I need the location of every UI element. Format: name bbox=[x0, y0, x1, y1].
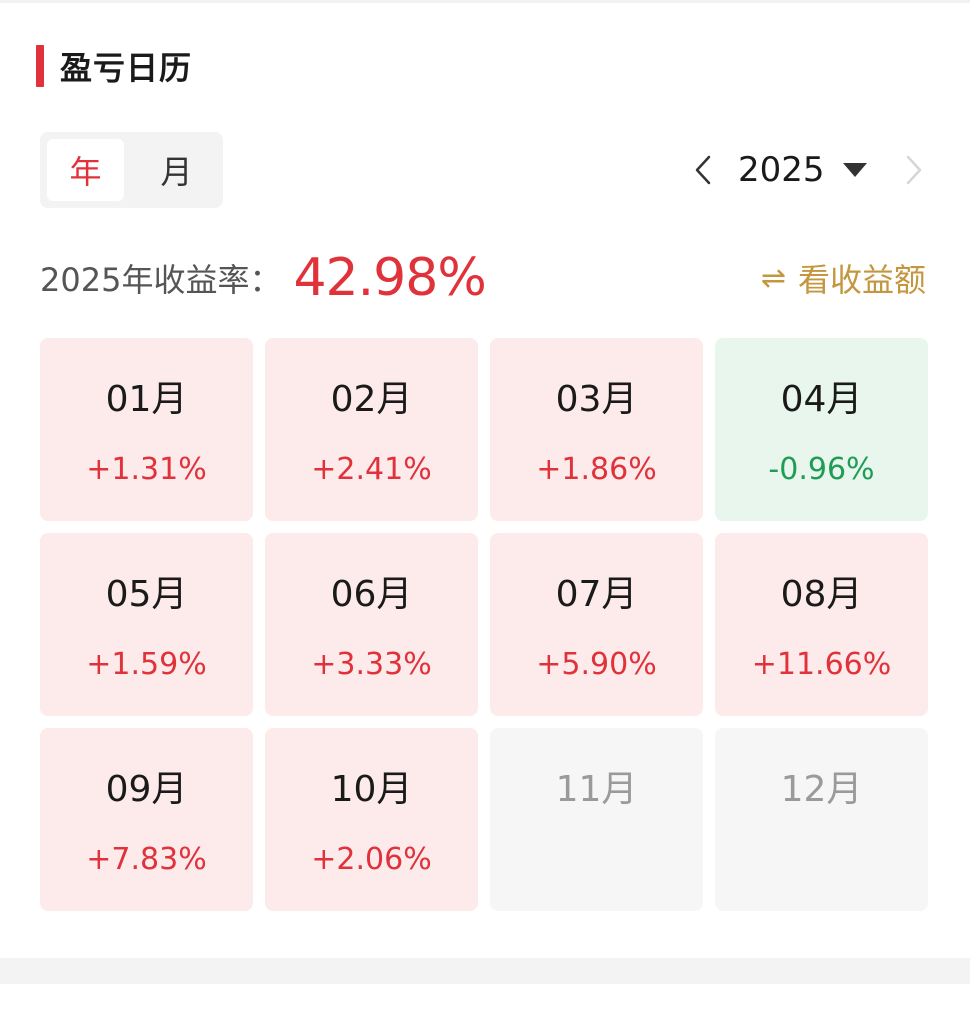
month-cell[interactable]: 05月 +1.59% bbox=[40, 533, 253, 716]
annual-return-value: 42.98% bbox=[293, 248, 486, 308]
month-cell[interactable]: 06月 +3.33% bbox=[265, 533, 478, 716]
year-value[interactable]: 2025 bbox=[738, 150, 825, 190]
month-cell[interactable]: 10月 +2.06% bbox=[265, 728, 478, 911]
month-cell[interactable]: 04月 -0.96% bbox=[715, 338, 928, 521]
month-return: +2.41% bbox=[311, 452, 432, 487]
annual-return-summary: 2025年收益率： 42.98% bbox=[40, 246, 487, 310]
month-label: 04月 bbox=[780, 379, 863, 420]
bottom-divider bbox=[0, 958, 970, 984]
view-amount-toggle[interactable]: ⇌ 看收益额 bbox=[761, 254, 926, 302]
section-header: 盈亏日历 bbox=[36, 44, 192, 88]
month-cell[interactable]: 03月 +1.86% bbox=[490, 338, 703, 521]
tab-month[interactable]: 月 bbox=[160, 153, 193, 191]
month-label: 10月 bbox=[330, 769, 413, 810]
month-label: 08月 bbox=[780, 574, 863, 615]
period-segmented-control: 年 月 bbox=[40, 132, 223, 208]
month-return: +11.66% bbox=[751, 647, 892, 682]
chevron-left-icon[interactable] bbox=[688, 150, 718, 190]
month-cell: 12月 bbox=[715, 728, 928, 911]
month-cell[interactable]: 02月 +2.41% bbox=[265, 338, 478, 521]
annual-return-label: 2025年收益率： bbox=[40, 261, 282, 299]
chevron-right-icon[interactable] bbox=[899, 150, 929, 190]
month-label: 01月 bbox=[105, 379, 188, 420]
month-cell: 11月 bbox=[490, 728, 703, 911]
month-label: 02月 bbox=[330, 379, 413, 420]
month-grid: 01月 +1.31% 02月 +2.41% 03月 +1.86% 04月 -0.96% 05月 +… bbox=[40, 338, 928, 911]
month-label: 09月 bbox=[105, 769, 188, 810]
caret-down-icon[interactable] bbox=[841, 160, 869, 180]
month-return: +1.31% bbox=[86, 452, 207, 487]
month-cell[interactable]: 01月 +1.31% bbox=[40, 338, 253, 521]
month-return: +2.06% bbox=[311, 842, 432, 877]
month-return: +7.83% bbox=[86, 842, 207, 877]
month-return: +1.86% bbox=[536, 452, 657, 487]
tab-year[interactable]: 年 bbox=[47, 139, 124, 201]
month-return: +3.33% bbox=[311, 647, 432, 682]
top-divider bbox=[0, 0, 970, 3]
month-label: 07月 bbox=[555, 574, 638, 615]
month-label: 03月 bbox=[555, 379, 638, 420]
view-amount-label: 看收益额 bbox=[797, 261, 926, 299]
month-label: 05月 bbox=[105, 574, 188, 615]
title-accent-bar bbox=[36, 45, 44, 87]
month-cell[interactable]: 08月 +11.66% bbox=[715, 533, 928, 716]
month-return: -0.96% bbox=[768, 452, 875, 487]
year-picker: 2025 bbox=[688, 140, 929, 200]
month-label: 12月 bbox=[780, 769, 863, 810]
month-label: 06月 bbox=[330, 574, 413, 615]
page-title: 盈亏日历 bbox=[60, 49, 193, 87]
swap-icon: ⇌ bbox=[760, 260, 786, 296]
month-return: +1.59% bbox=[86, 647, 207, 682]
month-label: 11月 bbox=[555, 769, 638, 810]
month-return: +5.90% bbox=[536, 647, 657, 682]
month-cell[interactable]: 09月 +7.83% bbox=[40, 728, 253, 911]
month-cell[interactable]: 07月 +5.90% bbox=[490, 533, 703, 716]
